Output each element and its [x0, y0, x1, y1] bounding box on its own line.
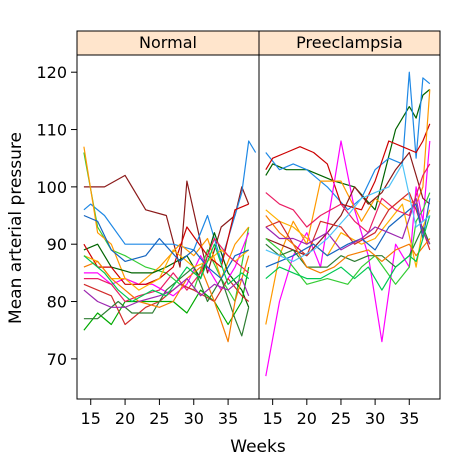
strip-normal: [76, 30, 260, 56]
series-group-normal: [83, 140, 257, 343]
x-axis-title: Weeks: [230, 437, 286, 457]
series-line-normal-12: [83, 237, 250, 303]
series-line-normal-3: [83, 152, 250, 303]
series-line-preeclampsia-16: [265, 163, 431, 262]
panel-frame-preeclampsia: [258, 54, 441, 400]
series-line-normal-1: [83, 174, 250, 274]
x-tick-label-normal-35: 35: [218, 409, 238, 428]
y-tick-label-100: 100: [36, 178, 67, 197]
series-line-normal-14: [83, 255, 250, 343]
series-line-normal-11: [83, 214, 249, 280]
x-tick-label-normal-25: 25: [149, 409, 169, 428]
series-line-normal-7: [83, 203, 249, 285]
x-tick-label-preeclampsia-25: 25: [331, 409, 351, 428]
panel-preeclampsia: Preeclampsia: [258, 30, 441, 400]
y-axis: 70 80 90 100 110 120: [36, 63, 77, 369]
series-line-preeclampsia-11: [265, 163, 431, 234]
strip-label-normal: Normal: [139, 33, 197, 52]
series-line-preeclampsia-6: [265, 203, 431, 268]
x-tick-label-preeclampsia-30: 30: [365, 409, 385, 428]
series-line-preeclampsia-3: [265, 123, 431, 211]
y-tick-label-90: 90: [47, 235, 67, 254]
y-tick-label-110: 110: [36, 121, 67, 140]
series-line-preeclampsia-13: [265, 215, 431, 274]
strip-label-preeclampsia: Preeclampsia: [296, 33, 403, 52]
series-line-preeclampsia-1: [265, 88, 431, 211]
series-line-preeclampsia-14: [265, 197, 431, 251]
x-tick-label-normal-30: 30: [184, 409, 204, 428]
y-tick-label-80: 80: [47, 293, 67, 312]
series-line-preeclampsia-2: [265, 71, 431, 211]
x-tick-label-preeclampsia-15: 15: [262, 409, 282, 428]
x-tick-label-normal-20: 20: [115, 409, 135, 428]
y-tick-label-70: 70: [47, 350, 67, 369]
panel-normal: Normal: [76, 30, 260, 400]
x-tick-label-preeclampsia-35: 35: [399, 409, 419, 428]
x-axis: 15 20 25 30 35 15 20 25 30 35: [81, 399, 419, 428]
series-line-preeclampsia-8: [265, 192, 431, 285]
y-axis-title: Mean arterial pressure: [6, 132, 26, 324]
series-line-normal-4: [83, 146, 250, 285]
series-group-preeclampsia: [265, 71, 431, 377]
series-line-normal-9: [83, 266, 250, 331]
x-tick-label-normal-15: 15: [81, 409, 101, 428]
x-tick-label-preeclampsia-20: 20: [297, 409, 317, 428]
series-line-normal-15: [83, 278, 250, 308]
series-line-preeclampsia-15: [265, 215, 431, 291]
y-tick-label-120: 120: [36, 63, 67, 82]
series-line-normal-13: [83, 266, 250, 337]
series-line-normal-16: [83, 243, 250, 303]
series-line-normal-10: [83, 278, 250, 326]
